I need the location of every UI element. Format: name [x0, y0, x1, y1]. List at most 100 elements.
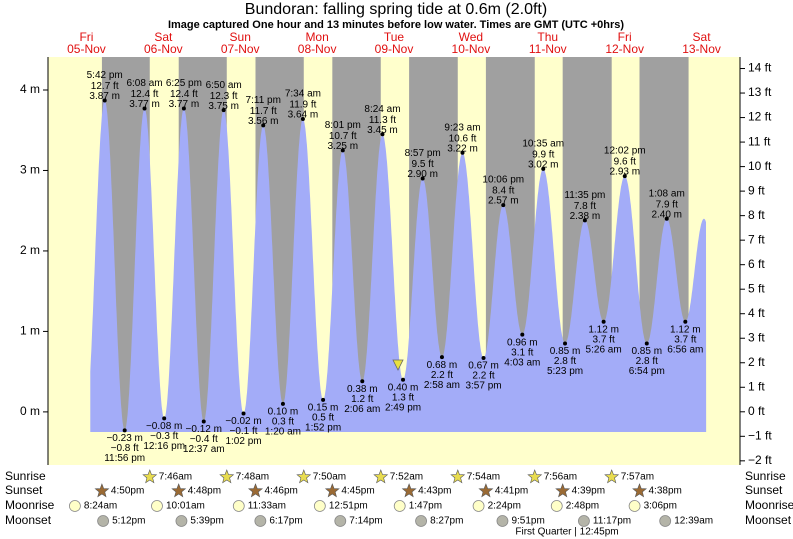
y-tick-label: 2 m — [20, 243, 40, 257]
tide-label: −0.12 m — [186, 424, 222, 435]
tide-label: −0.23 m — [106, 433, 142, 444]
tide-label: 3.7 ft — [674, 334, 696, 345]
tide-point — [261, 123, 266, 128]
tide-label: 9:23 am — [444, 122, 480, 133]
sunset-time: 4:46pm — [264, 486, 297, 497]
day-name: Mon — [305, 30, 328, 44]
sunrise-time: 7:57am — [621, 472, 654, 483]
tide-label: 6:50 am — [206, 80, 242, 91]
tide-label: 12:37 am — [183, 444, 225, 455]
tide-point — [102, 98, 107, 103]
tide-point — [181, 106, 186, 111]
tide-label: 0.96 m — [507, 337, 538, 348]
day-date: 10-Nov — [452, 42, 491, 56]
sunset-icon — [632, 483, 648, 498]
tide-label: 1:02 pm — [225, 436, 261, 447]
y2-tick-label: 14 ft — [748, 61, 772, 75]
sunset-icon — [555, 483, 571, 498]
tide-label: 11.3 ft — [369, 115, 396, 126]
day-date: 05-Nov — [67, 42, 106, 56]
tide-label: 9.6 ft — [614, 157, 636, 168]
sunset-icon — [247, 483, 264, 498]
day-date: 07-Nov — [221, 42, 260, 56]
tide-label: 0.67 m — [468, 361, 499, 372]
tide-label: 11:35 pm — [564, 190, 605, 201]
day-date: 11-Nov — [529, 42, 567, 56]
moonset-icon — [254, 515, 267, 527]
tide-point — [300, 116, 305, 121]
tide-point — [563, 341, 568, 346]
tide-area — [90, 100, 707, 432]
sunrise-time: 7:54am — [467, 472, 500, 483]
day-date: 06-Nov — [144, 42, 183, 56]
tide-label: 0.40 m — [388, 382, 419, 393]
y-tick-label: 3 m — [20, 163, 40, 177]
tide-label: 1.12 m — [670, 324, 701, 335]
moonrise-icon — [69, 500, 81, 512]
tide-label: 12.3 ft — [210, 91, 238, 102]
sunrise-icon — [527, 469, 543, 484]
sunset-time: 4:48pm — [188, 486, 221, 497]
tide-point — [622, 174, 627, 179]
tide-point — [241, 411, 246, 416]
y2-tick-label: 9 ft — [748, 183, 765, 197]
tide-point — [142, 106, 147, 111]
moonset-time: 12:39am — [674, 516, 713, 527]
tide-label: 12.7 ft — [91, 81, 119, 92]
y2-tick-label: 3 ft — [748, 330, 765, 344]
day-name: Sun — [230, 30, 251, 44]
tide-label: −0.4 ft — [190, 434, 218, 445]
tide-point — [420, 176, 425, 181]
tide-label: 10:35 am — [522, 138, 564, 149]
tide-label: 10:06 pm — [482, 175, 524, 186]
tide-point — [321, 397, 326, 402]
sunset-icon — [401, 483, 417, 498]
tide-label: 3.77 m — [129, 99, 160, 110]
tide-point — [582, 218, 587, 223]
moonrise-time: 8:24am — [84, 501, 117, 512]
tide-point — [541, 166, 546, 171]
tide-label: 5:26 am — [586, 344, 622, 355]
tide-label: 3.77 m — [169, 99, 200, 110]
tide-label: 7:34 am — [285, 89, 321, 100]
tide-point — [360, 379, 365, 384]
y2-tick-label: 11 ft — [748, 134, 771, 148]
sunset-time: 4:45pm — [341, 486, 374, 497]
row-label: Moonset — [745, 513, 792, 527]
tide-label: 3.02 m — [528, 159, 559, 170]
sunset-icon — [478, 483, 494, 498]
tide-label: 8.4 ft — [492, 186, 514, 197]
y2-tick-label: 7 ft — [748, 232, 765, 246]
moonset-icon — [659, 515, 672, 527]
row-label: Sunrise — [5, 469, 46, 483]
day-name: Sat — [154, 30, 173, 44]
tide-label: 12.4 ft — [170, 89, 198, 100]
tide-label: 7.9 ft — [656, 199, 678, 210]
moonset-icon — [578, 515, 590, 527]
tide-label: 2.38 m — [570, 211, 601, 222]
tide-label: 11.7 ft — [250, 106, 277, 117]
sunset-time: 4:50pm — [111, 486, 144, 497]
tide-point — [664, 216, 669, 221]
y2-tick-label: 12 ft — [748, 110, 772, 124]
tide-label: 2.2 ft — [472, 371, 494, 382]
sunrise-icon — [450, 469, 466, 484]
tide-point — [401, 377, 406, 382]
tide-label: 7.8 ft — [574, 201, 596, 212]
sunrise-icon — [142, 469, 158, 484]
tide-label: 2.2 ft — [431, 370, 453, 381]
tide-label: 6:08 am — [126, 78, 162, 89]
sunset-icon — [94, 483, 110, 498]
sunset-icon — [171, 483, 187, 498]
tide-label: 9.9 ft — [532, 149, 554, 160]
day-date: 12-Nov — [605, 42, 644, 56]
tide-label: −0.1 ft — [229, 426, 257, 437]
tide-label: 5:42 pm — [87, 70, 123, 81]
sunset-time: 4:39pm — [572, 486, 605, 497]
moonrise-time: 12:51pm — [329, 501, 368, 512]
tide-label: 3.1 ft — [511, 347, 533, 358]
tide-label: 12:16 pm — [143, 441, 185, 452]
y2-tick-label: 1 ft — [748, 379, 765, 393]
moonset-time: 11:17pm — [593, 516, 631, 527]
y2-tick-label: 13 ft — [748, 85, 772, 99]
